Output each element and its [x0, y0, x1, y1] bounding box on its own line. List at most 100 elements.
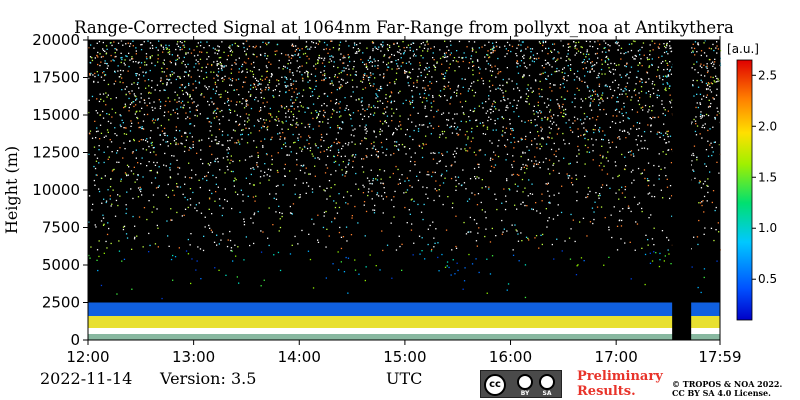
signal-pixel — [274, 118, 276, 121]
signal-pixel — [539, 167, 541, 169]
signal-pixel — [620, 76, 623, 78]
signal-pixel — [439, 95, 442, 98]
signal-pixel — [330, 40, 332, 42]
signal-pixel — [164, 132, 166, 134]
signal-pixel — [417, 203, 419, 206]
signal-pixel — [557, 58, 559, 60]
signal-pixel — [220, 239, 222, 241]
signal-pixel — [184, 64, 186, 66]
signal-pixel — [249, 156, 251, 158]
signal-pixel — [177, 45, 180, 48]
signal-pixel — [692, 152, 694, 155]
signal-pixel — [506, 153, 509, 155]
signal-pixel — [376, 194, 378, 196]
signal-pixel — [604, 60, 606, 62]
signal-pixel — [665, 51, 668, 53]
signal-pixel — [149, 102, 151, 104]
signal-pixel — [216, 157, 219, 160]
signal-pixel — [124, 106, 126, 108]
signal-pixel — [658, 56, 660, 59]
signal-pixel — [107, 65, 109, 67]
signal-pixel — [667, 249, 669, 251]
signal-pixel — [583, 59, 585, 61]
signal-pixel — [329, 195, 331, 197]
signal-pixel — [620, 52, 622, 54]
signal-pixel — [216, 107, 218, 109]
signal-pixel — [230, 170, 233, 173]
signal-pixel — [592, 89, 594, 91]
signal-pixel — [265, 119, 267, 121]
signal-pixel — [404, 206, 406, 209]
signal-pixel — [666, 45, 668, 47]
signal-pixel — [574, 240, 576, 243]
signal-pixel — [340, 128, 343, 130]
signal-pixel — [166, 48, 168, 50]
signal-pixel — [260, 251, 263, 253]
signal-pixel — [399, 121, 401, 123]
signal-pixel — [504, 55, 506, 58]
signal-pixel — [423, 92, 426, 95]
signal-pixel — [362, 52, 364, 54]
signal-pixel — [257, 84, 259, 86]
signal-pixel — [126, 164, 129, 166]
signal-pixel — [449, 40, 452, 42]
signal-pixel — [570, 69, 572, 71]
signal-pixel — [532, 90, 534, 92]
signal-pixel — [372, 49, 374, 52]
signal-pixel — [530, 87, 532, 89]
signal-pixel — [421, 250, 423, 252]
signal-pixel — [124, 103, 126, 105]
signal-pixel — [667, 75, 670, 77]
signal-pixel — [614, 42, 617, 44]
signal-pixel — [125, 204, 127, 206]
signal-pixel — [336, 89, 338, 91]
signal-pixel — [608, 49, 610, 51]
signal-pixel — [524, 152, 526, 154]
signal-pixel — [557, 51, 559, 53]
signal-pixel — [450, 274, 452, 276]
signal-pixel — [517, 72, 520, 74]
signal-pixel — [176, 211, 178, 214]
signal-pixel — [340, 86, 342, 88]
signal-pixel — [129, 130, 132, 132]
signal-pixel — [318, 158, 321, 160]
signal-pixel — [667, 110, 669, 112]
signal-pixel — [374, 204, 376, 207]
colorbar-tick-label: 2.0 — [758, 119, 777, 133]
signal-pixel — [618, 189, 620, 191]
signal-pixel — [565, 122, 567, 124]
signal-pixel — [691, 47, 693, 49]
signal-pixel — [426, 187, 428, 189]
signal-pixel — [110, 98, 112, 100]
signal-pixel — [631, 43, 633, 45]
signal-pixel — [319, 41, 321, 43]
signal-pixel — [326, 228, 328, 230]
signal-pixel — [713, 141, 715, 143]
signal-pixel — [433, 237, 435, 239]
signal-pixel — [332, 56, 334, 58]
signal-pixel — [574, 47, 576, 49]
signal-pixel — [387, 100, 389, 103]
signal-pixel — [630, 99, 632, 101]
signal-pixel — [418, 124, 421, 126]
signal-pixel — [653, 92, 655, 95]
signal-pixel — [492, 50, 494, 52]
signal-pixel — [140, 97, 142, 99]
signal-pixel — [225, 65, 227, 67]
signal-pixel — [155, 187, 158, 189]
signal-pixel — [361, 140, 363, 142]
signal-pixel — [94, 167, 97, 170]
signal-pixel — [107, 189, 109, 191]
signal-pixel — [413, 242, 415, 244]
signal-pixel — [601, 169, 603, 171]
signal-pixel — [98, 145, 100, 147]
signal-pixel — [511, 164, 513, 166]
signal-pixel — [354, 143, 356, 145]
signal-pixel — [159, 80, 162, 82]
signal-pixel — [432, 96, 434, 98]
signal-pixel — [278, 120, 280, 122]
signal-pixel — [513, 160, 515, 162]
signal-pixel — [490, 48, 492, 51]
signal-pixel — [630, 278, 632, 280]
signal-pixel — [651, 238, 654, 240]
